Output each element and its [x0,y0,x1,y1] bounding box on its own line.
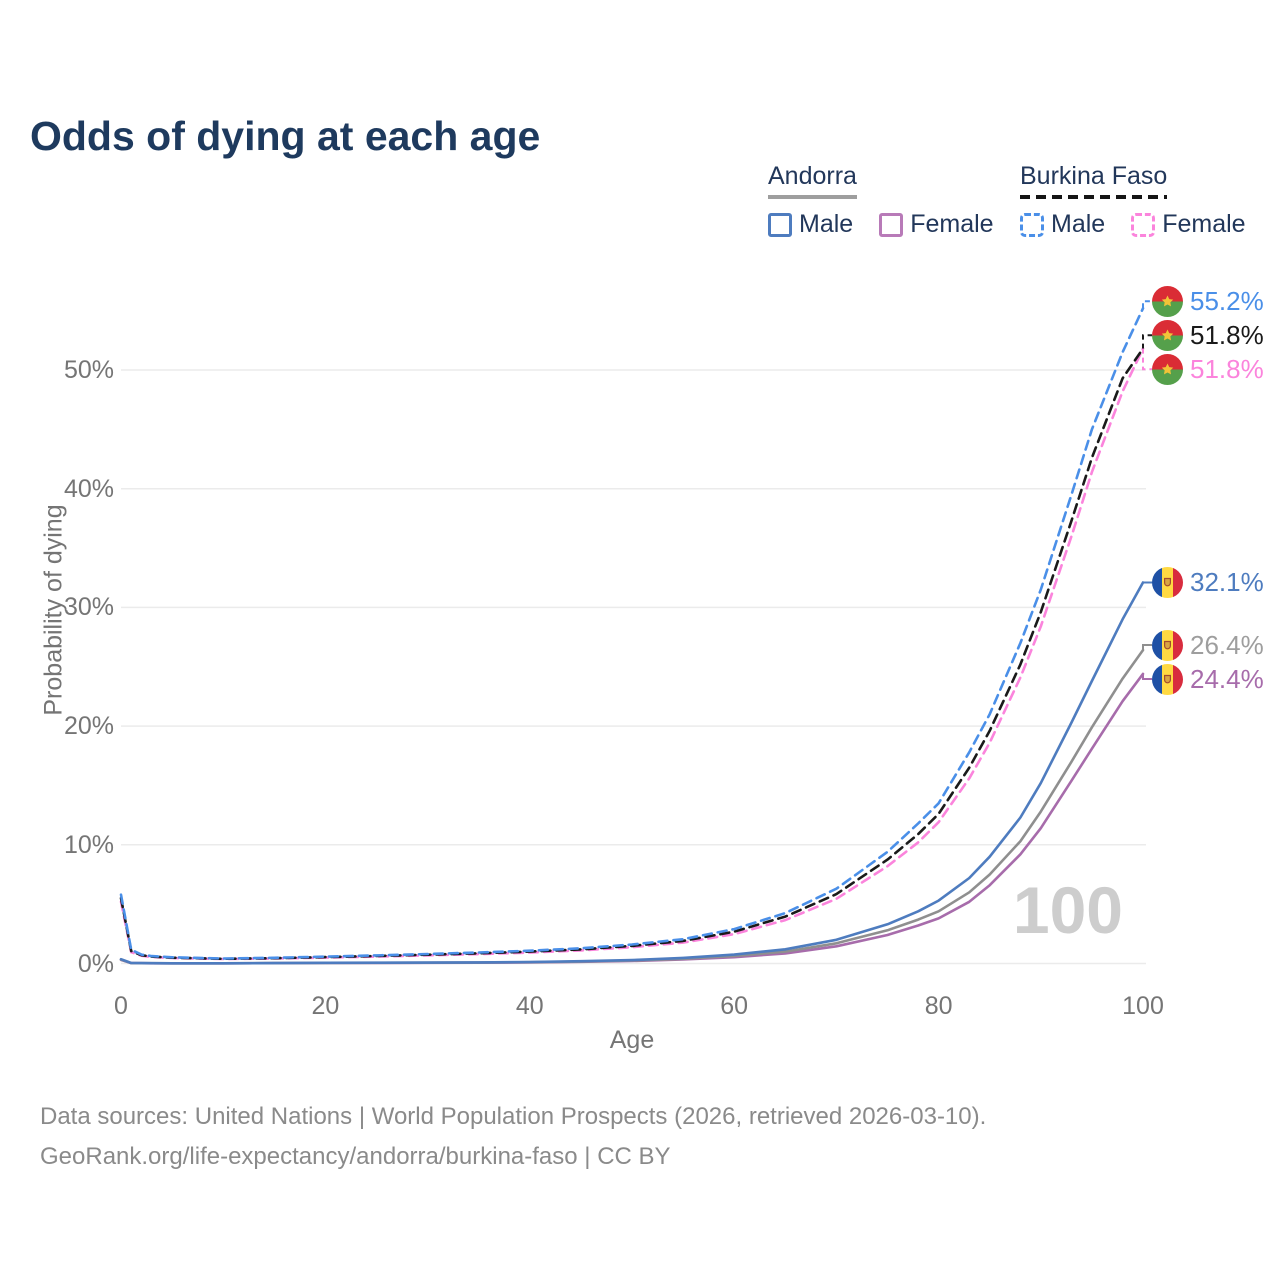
x-tick-40: 40 [515,992,544,1020]
andorra-male-swatch-icon [768,212,792,237]
series-line-ad-male[interactable] [119,581,1145,965]
legend-country-label: Andorra [768,162,857,190]
x-tick-0: 0 [114,992,128,1020]
legend-items-andorra: Male Female [768,210,994,239]
end-label-ad-both: 26.4% [1152,629,1264,661]
andorra-female-swatch-icon [879,212,904,237]
burkina-faso-female-swatch-icon [1131,212,1156,237]
series-line-ad-both[interactable] [119,648,1145,965]
burkina-faso-flag-icon [1152,353,1183,385]
legend-item-label: Male [799,210,854,238]
attribution-link-text: GeoRank.org/life-expectancy/andorra/burk… [40,1143,671,1170]
legend-country-label: Burkina Faso [1020,162,1168,190]
series-line-bf-male[interactable] [119,307,1145,960]
leader-line-ad-both [1142,644,1152,651]
legend-item-andorra-female[interactable]: Female [879,210,994,239]
legend-country-burkina-faso: Burkina Faso [1020,162,1168,199]
x-tick-20: 20 [311,992,340,1020]
end-label-bf-female: 51.8% [1152,353,1264,385]
y-tick-0%: 0% [77,949,114,978]
andorra-solid-line-sample [768,195,857,199]
legend-item-label: Male [1051,210,1106,238]
end-value-ad-female: 24.4% [1190,663,1264,694]
end-label-bf-both: 51.8% [1152,319,1264,351]
x-tick-100: 100 [1122,992,1164,1020]
legend-group-burkina-faso: Burkina Faso Male Female [1020,162,1246,239]
end-value-bf-female: 51.8% [1190,353,1264,384]
legend-item-burkina-faso-female[interactable]: Female [1131,210,1246,239]
x-tick-60: 60 [720,992,749,1020]
end-label-ad-male: 32.1% [1152,566,1264,598]
leader-line-ad-female [1142,673,1152,680]
data-sources-text: Data sources: United Nations | World Pop… [40,1103,987,1130]
x-axis-title: Age [609,1026,655,1054]
y-tick-10%: 10% [63,830,114,859]
y-tick-20%: 20% [63,712,114,741]
series-line-ad-female[interactable] [119,672,1145,965]
y-tick-50%: 50% [63,356,114,384]
andorra-flag-icon [1152,663,1183,695]
legend-item-andorra-male[interactable]: Male [768,210,853,239]
x-tick-80: 80 [924,992,953,1020]
end-value-bf-male: 55.2% [1190,285,1264,316]
burkina-faso-flag-icon [1152,285,1183,317]
legend-item-label: Female [1162,210,1246,238]
burkina-faso-flag-icon [1152,319,1183,351]
legend-item-label: Female [910,210,994,238]
leader-line-bf-male [1142,300,1152,309]
burkina-faso-dashed-line-sample [1020,195,1168,199]
hovered-age-watermark: 100 [1012,873,1123,947]
end-label-bf-male: 55.2% [1152,285,1264,317]
legend-item-burkina-faso-male[interactable]: Male [1020,210,1105,239]
burkina-faso-male-swatch-icon [1020,212,1044,237]
legend-group-andorra: Andorra Male Female [768,162,994,239]
y-tick-40%: 40% [63,474,114,503]
leader-line-bf-both [1142,334,1152,349]
leader-line-bf-female [1142,348,1152,371]
series-line-bf-both[interactable] [119,347,1145,961]
end-label-ad-female: 24.4% [1152,663,1264,695]
legend-country-andorra: Andorra [768,162,857,199]
andorra-flag-icon [1152,566,1183,598]
series-line-bf-female[interactable] [119,347,1145,961]
andorra-flag-icon [1152,629,1183,661]
y-tick-30%: 30% [63,593,114,622]
end-value-ad-both: 26.4% [1190,629,1264,660]
page-title: Odds of dying at each age [30,113,541,160]
legend-items-burkina-faso: Male Female [1020,210,1246,239]
end-value-bf-both: 51.8% [1190,319,1264,350]
end-value-ad-male: 32.1% [1190,566,1264,597]
